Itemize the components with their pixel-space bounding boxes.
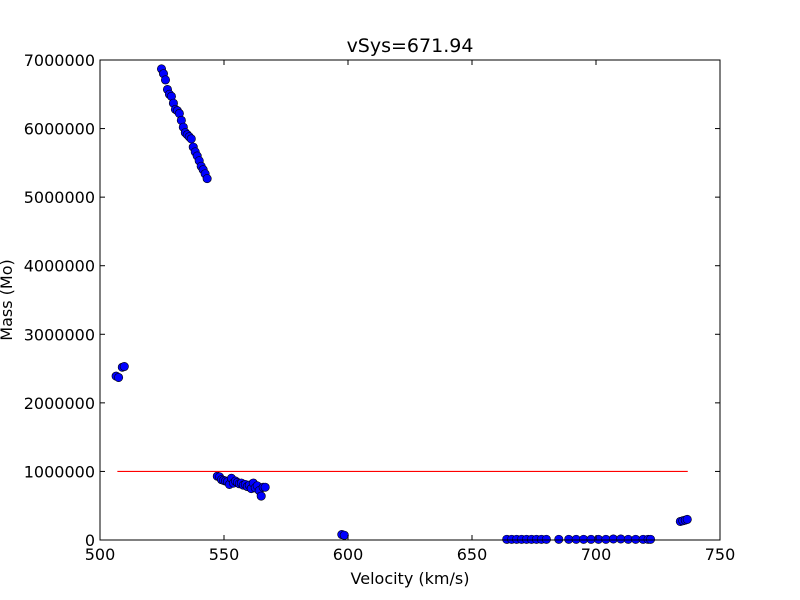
data-point (586, 534, 596, 544)
x-tick-label: 600 (333, 545, 364, 564)
data-point (541, 534, 551, 544)
y-tick-label: 4000000 (24, 257, 95, 276)
data-point (339, 530, 349, 540)
x-tick-label: 550 (209, 545, 240, 564)
data-point (186, 134, 196, 144)
data-point (114, 372, 124, 382)
data-point (608, 534, 618, 544)
y-tick-label: 5000000 (24, 188, 95, 207)
data-point (554, 534, 564, 544)
data-point (646, 534, 656, 544)
y-axis-label: Mass (Mo) (0, 259, 16, 340)
data-point (564, 534, 574, 544)
plot-frame (99, 59, 721, 541)
data-point (260, 482, 270, 492)
data-point (601, 534, 611, 544)
data-point (579, 534, 589, 544)
data-point (256, 491, 266, 501)
data-point (160, 75, 170, 85)
y-tick-label: 7000000 (24, 51, 95, 70)
x-tick-label: 500 (85, 545, 116, 564)
data-point (631, 534, 641, 544)
y-tick-label: 1000000 (24, 462, 95, 481)
y-tick-label: 2000000 (24, 394, 95, 413)
y-tick-label: 3000000 (24, 325, 95, 344)
x-tick-label: 650 (457, 545, 488, 564)
data-point (202, 174, 212, 184)
x-axis-label: Velocity (km/s) (351, 569, 470, 588)
axes: 500 550 600 650 700 750 0 1000000 2000000 3000000… (24, 51, 736, 564)
x-tick-label: 750 (705, 545, 736, 564)
x-tick-label: 700 (581, 545, 612, 564)
y-tick-label: 6000000 (24, 120, 95, 139)
chart-title: vSys=671.94 (347, 35, 474, 57)
y-tick-label: 0 (85, 531, 95, 550)
plot-area (111, 64, 692, 544)
data-point (119, 362, 129, 372)
data-point (616, 534, 626, 544)
data-point (682, 514, 692, 524)
data-point (571, 534, 581, 544)
data-point (623, 534, 633, 544)
